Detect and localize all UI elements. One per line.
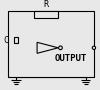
Circle shape [92,46,96,50]
Bar [14,37,18,43]
Bar [8,11,94,77]
Text: OUTPUT: OUTPUT [55,54,87,63]
Text: R: R [44,0,49,9]
Bar [34,11,58,18]
Polygon shape [37,42,58,53]
Circle shape [59,46,62,50]
Text: C: C [4,36,9,45]
